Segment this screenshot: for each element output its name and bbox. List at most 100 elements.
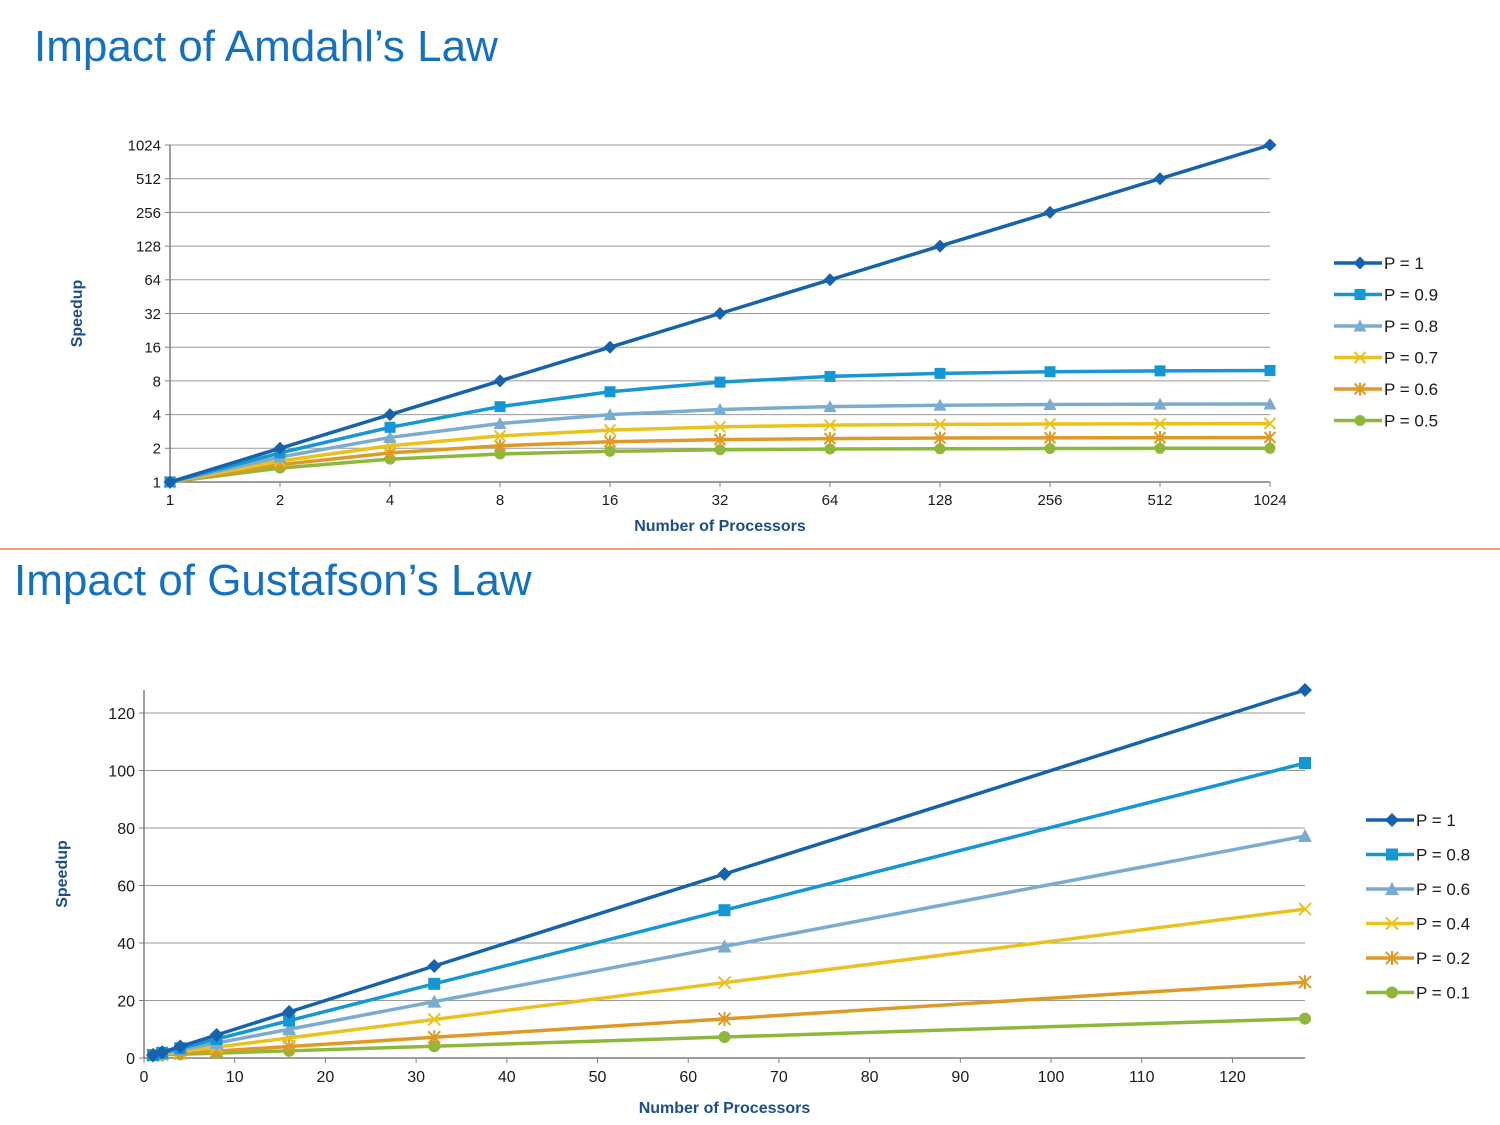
data-point	[1043, 205, 1057, 219]
legend-marker	[1386, 986, 1398, 999]
legend-entry: P = 0.8	[1334, 317, 1438, 336]
data-point	[494, 401, 506, 413]
legend-entry: P = 1	[1334, 254, 1424, 273]
data-point	[493, 439, 507, 453]
legend-entry: P = 0.2	[1366, 949, 1470, 968]
y-tick-label: 120	[108, 706, 135, 723]
x-tick-label: 0	[140, 1069, 149, 1086]
data-point	[1043, 398, 1057, 411]
legend-label: P = 0.6	[1384, 380, 1438, 399]
legend-marker	[1354, 289, 1366, 300]
data-point	[713, 433, 727, 447]
y-tick-label: 60	[117, 878, 135, 895]
legend-label: P = 0.9	[1384, 286, 1438, 305]
legend-entry: P = 0.6	[1334, 380, 1438, 399]
slide-divider	[0, 548, 1500, 550]
y-tick-label: 80	[117, 821, 135, 838]
data-point	[282, 1022, 297, 1036]
data-point	[1043, 431, 1057, 445]
data-point	[1299, 1012, 1311, 1025]
x-tick-label: 8	[496, 492, 504, 509]
legend-entry: P = 0.7	[1334, 349, 1438, 368]
data-point	[933, 398, 947, 411]
y-tick-label: 0	[126, 1051, 135, 1068]
data-point	[713, 307, 727, 320]
data-point	[714, 444, 726, 456]
data-point	[603, 435, 617, 449]
data-point	[1153, 431, 1167, 445]
legend-marker	[1385, 916, 1399, 931]
data-point	[1153, 397, 1167, 410]
data-point	[933, 239, 947, 253]
data-point	[427, 959, 442, 973]
legend-label: P = 0.8	[1416, 846, 1470, 865]
x-tick-label: 4	[386, 492, 394, 509]
data-point	[427, 1012, 441, 1027]
x-axis-title: Number of Processors	[634, 518, 806, 535]
data-point	[823, 273, 837, 287]
y-axis-title: Speedup	[69, 279, 86, 347]
y-tick-label: 4	[153, 407, 161, 424]
data-point	[714, 376, 726, 388]
data-point	[718, 904, 731, 917]
legend-entry: P = 0.1	[1366, 984, 1470, 1003]
legend-marker	[1353, 256, 1367, 270]
y-tick-label: 512	[136, 171, 161, 188]
y-tick-label: 64	[144, 272, 161, 289]
data-point	[824, 443, 836, 455]
legend-entry: P = 0.5	[1334, 412, 1438, 431]
data-point	[283, 1014, 296, 1027]
x-tick-label: 256	[1037, 492, 1062, 509]
legend-entry: P = 1	[1366, 811, 1456, 830]
legend-label: P = 0.4	[1416, 915, 1470, 934]
legend-marker	[1385, 882, 1399, 895]
legend-marker	[1385, 951, 1399, 965]
legend-marker	[1353, 351, 1367, 364]
data-point	[713, 420, 727, 434]
data-point	[1263, 397, 1277, 410]
x-tick-label: 20	[317, 1069, 335, 1086]
legend-label: P = 0.2	[1416, 949, 1470, 968]
legend-label: P = 0.1	[1416, 984, 1470, 1003]
data-point	[604, 386, 616, 398]
legend-label: P = 1	[1384, 254, 1424, 273]
x-tick-label: 512	[1147, 492, 1172, 509]
data-point	[823, 400, 837, 413]
data-point	[494, 448, 506, 460]
data-point	[933, 431, 947, 445]
legend-label: P = 1	[1416, 811, 1456, 830]
y-tick-label: 32	[144, 306, 161, 323]
data-point	[1298, 975, 1312, 990]
x-tick-label: 100	[1038, 1069, 1065, 1086]
y-tick-label: 2	[153, 441, 161, 458]
data-point	[384, 421, 396, 433]
x-tick-label: 80	[861, 1069, 879, 1086]
data-point	[823, 432, 837, 446]
data-point	[427, 994, 442, 1008]
legend-marker	[1353, 382, 1367, 396]
data-point	[713, 403, 727, 416]
data-point	[1154, 365, 1166, 377]
data-point	[383, 408, 397, 422]
data-point	[603, 423, 617, 437]
data-point	[1298, 829, 1312, 843]
y-tick-label: 128	[136, 239, 161, 256]
series-p-1	[163, 138, 1277, 489]
x-tick-label: 16	[602, 492, 619, 509]
data-point	[824, 370, 836, 382]
data-point	[717, 939, 732, 953]
x-tick-label: 1024	[1253, 492, 1286, 509]
data-point	[493, 429, 507, 443]
x-tick-label: 40	[498, 1069, 516, 1086]
x-tick-label: 30	[407, 1069, 425, 1086]
series-p-1	[146, 683, 1312, 1063]
data-point	[1263, 138, 1277, 152]
y-tick-label: 100	[108, 763, 135, 780]
y-tick-label: 40	[117, 936, 135, 953]
legend-marker	[1354, 415, 1366, 426]
legend-entry: P = 0.6	[1366, 880, 1470, 899]
data-point	[427, 1030, 441, 1045]
legend-marker	[1353, 319, 1367, 332]
data-point	[163, 475, 177, 489]
data-point	[603, 340, 617, 354]
